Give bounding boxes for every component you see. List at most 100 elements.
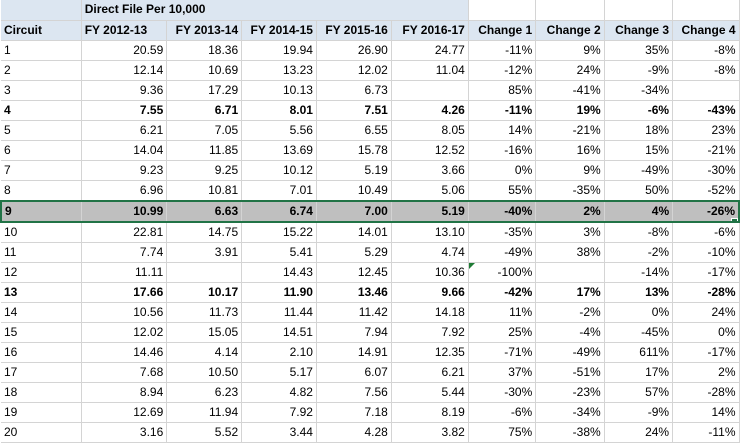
table-cell[interactable]: 22.81 <box>81 221 168 243</box>
table-cell[interactable]: 5.56 <box>241 120 317 141</box>
table-cell[interactable]: 14.01 <box>316 221 392 243</box>
table-cell[interactable]: 18% <box>604 120 674 141</box>
table-cell[interactable]: 2% <box>535 199 605 223</box>
table-cell[interactable]: 6.21 <box>391 362 469 383</box>
table-cell[interactable]: -51% <box>535 362 605 383</box>
circuit-cell[interactable]: 17 <box>1 362 82 383</box>
table-cell[interactable]: 10.12 <box>241 160 317 181</box>
table-cell[interactable]: 10.99 <box>81 199 168 223</box>
table-cell[interactable]: 11.85 <box>166 140 243 161</box>
table-cell[interactable]: 25% <box>468 322 537 343</box>
header-fy-2013-14[interactable]: FY 2013-14 <box>166 20 243 41</box>
header-circuit[interactable]: Circuit <box>1 20 82 41</box>
table-cell[interactable]: 14.04 <box>81 140 168 161</box>
table-cell[interactable]: 3.44 <box>241 422 317 443</box>
table-cell[interactable]: 0% <box>468 160 537 181</box>
circuit-cell[interactable]: 11 <box>1 242 82 263</box>
table-cell[interactable]: 4.28 <box>316 422 392 443</box>
table-cell[interactable]: -6% <box>468 402 537 423</box>
table-cell[interactable]: 11.94 <box>166 402 243 423</box>
table-cell[interactable]: 6.73 <box>316 80 392 101</box>
table-cell[interactable]: 7.55 <box>81 100 168 121</box>
table-cell[interactable]: 9% <box>535 40 605 61</box>
circuit-cell[interactable]: 3 <box>1 80 82 101</box>
table-cell[interactable]: 7.92 <box>241 402 317 423</box>
table-cell[interactable]: 14.75 <box>166 221 243 243</box>
table-cell[interactable]: -8% <box>604 221 674 243</box>
table-cell[interactable]: 14.46 <box>81 342 168 363</box>
circuit-cell[interactable]: 15 <box>1 322 82 343</box>
table-cell[interactable]: 57% <box>604 382 674 403</box>
circuit-cell[interactable]: 10 <box>1 221 82 243</box>
table-cell[interactable]: 10.81 <box>166 180 243 201</box>
table-cell[interactable] <box>166 262 243 283</box>
circuit-cell[interactable]: 5 <box>1 120 82 141</box>
table-cell[interactable]: -11% <box>468 100 537 121</box>
table-cell[interactable]: 14.18 <box>391 302 469 323</box>
table-cell[interactable]: -2% <box>535 302 605 323</box>
table-cell[interactable]: 7.51 <box>316 100 392 121</box>
table-cell[interactable]: 6.71 <box>166 100 243 121</box>
table-cell[interactable]: 17% <box>604 362 674 383</box>
table-cell[interactable]: -2% <box>604 242 674 263</box>
table-cell[interactable]: -35% <box>468 221 537 243</box>
table-cell[interactable]: 6.96 <box>81 180 168 201</box>
table-cell[interactable]: 9.25 <box>166 160 243 181</box>
table-cell[interactable]: 26.90 <box>316 40 392 61</box>
header-change-3[interactable]: Change 3 <box>604 20 674 41</box>
table-cell[interactable]: 37% <box>468 362 537 383</box>
table-cell[interactable]: 11.44 <box>241 302 317 323</box>
table-cell[interactable] <box>535 262 605 283</box>
header-fy-2014-15[interactable]: FY 2014-15 <box>241 20 317 41</box>
table-cell[interactable]: 85% <box>468 80 537 101</box>
cell-blank[interactable] <box>1 0 82 21</box>
table-cell[interactable]: 7.68 <box>81 362 168 383</box>
table-cell[interactable]: 13.46 <box>316 282 392 303</box>
table-cell[interactable]: 10.13 <box>241 80 317 101</box>
header-fy-2015-16[interactable]: FY 2015-16 <box>316 20 392 41</box>
table-cell[interactable]: 5.19 <box>391 199 469 223</box>
table-cell[interactable]: 15% <box>604 140 674 161</box>
table-cell[interactable]: -23% <box>535 382 605 403</box>
table-cell[interactable]: -43% <box>672 100 740 121</box>
table-cell[interactable]: 14.43 <box>241 262 317 283</box>
table-cell[interactable]: 9% <box>535 160 605 181</box>
circuit-cell[interactable]: 13 <box>1 282 82 303</box>
table-cell[interactable]: -17% <box>672 262 740 283</box>
table-cell[interactable]: 4.26 <box>391 100 469 121</box>
table-cell[interactable]: -9% <box>604 402 674 423</box>
table-cell[interactable]: 3.91 <box>166 242 243 263</box>
table-cell[interactable]: 19% <box>535 100 605 121</box>
table-cell[interactable]: 15.22 <box>241 221 317 243</box>
table-cell[interactable]: -21% <box>672 140 740 161</box>
table-cell[interactable]: 8.05 <box>391 120 469 141</box>
table-cell[interactable]: 17% <box>535 282 605 303</box>
table-cell[interactable]: -11% <box>468 40 537 61</box>
table-cell[interactable]: 7.56 <box>316 382 392 403</box>
table-cell[interactable]: 15.05 <box>166 322 243 343</box>
table-cell[interactable]: -6% <box>672 221 740 243</box>
sheet-title[interactable]: Direct File Per 10,000 <box>81 0 469 21</box>
header-fy-2012-13[interactable]: FY 2012-13 <box>81 20 168 41</box>
circuit-cell[interactable]: 1 <box>1 40 82 61</box>
table-cell[interactable]: 4.82 <box>241 382 317 403</box>
table-cell[interactable]: -30% <box>468 382 537 403</box>
table-cell[interactable]: -45% <box>604 322 674 343</box>
table-cell[interactable]: 7.74 <box>81 242 168 263</box>
circuit-cell[interactable]: 7 <box>1 160 82 181</box>
table-cell[interactable]: 6.07 <box>316 362 392 383</box>
table-cell[interactable]: 24% <box>672 302 740 323</box>
table-cell[interactable]: 5.06 <box>391 180 469 201</box>
circuit-cell[interactable]: 4 <box>1 100 82 121</box>
circuit-cell[interactable]: 12 <box>1 262 82 283</box>
table-cell[interactable]: 11% <box>468 302 537 323</box>
table-cell[interactable]: 11.73 <box>166 302 243 323</box>
table-cell[interactable]: 24.77 <box>391 40 469 61</box>
table-cell[interactable]: 12.52 <box>391 140 469 161</box>
table-cell[interactable]: 8.19 <box>391 402 469 423</box>
table-cell[interactable]: 12.02 <box>81 322 168 343</box>
table-cell[interactable]: -8% <box>672 40 740 61</box>
table-cell[interactable]: 16% <box>535 140 605 161</box>
cell-blank[interactable] <box>535 0 605 21</box>
